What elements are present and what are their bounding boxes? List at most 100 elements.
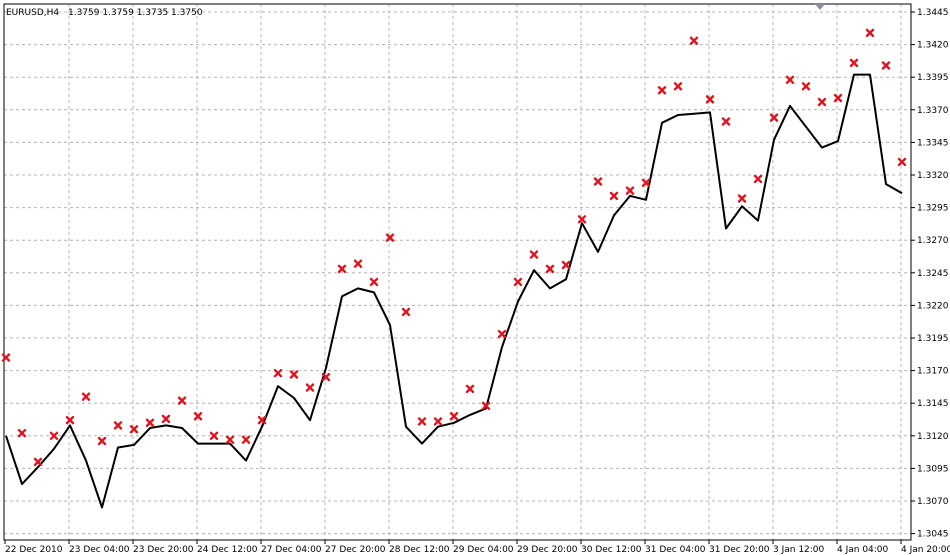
signal-marker[interactable] bbox=[177, 396, 187, 405]
signal-marker[interactable] bbox=[561, 260, 571, 270]
signal-marker[interactable] bbox=[33, 457, 43, 467]
signal-marker[interactable] bbox=[257, 415, 267, 425]
x-tick-label: 30 Dec 12:00 bbox=[581, 545, 642, 555]
chart-shift-marker[interactable] bbox=[815, 4, 825, 10]
signal-marker[interactable] bbox=[289, 370, 299, 379]
signal-marker[interactable] bbox=[353, 259, 363, 268]
x-tick-label: 29 Dec 20:00 bbox=[517, 545, 578, 555]
signal-marker[interactable] bbox=[433, 417, 443, 426]
y-tick-label: 1.3245 bbox=[917, 269, 949, 279]
signal-marker[interactable] bbox=[545, 264, 555, 274]
signal-marker[interactable] bbox=[49, 431, 59, 440]
signal-marker[interactable] bbox=[417, 417, 427, 426]
signal-marker[interactable] bbox=[753, 174, 763, 184]
signal-marker[interactable] bbox=[225, 435, 235, 444]
signal-marker[interactable] bbox=[273, 369, 283, 378]
x-tick-label: 27 Dec 20:00 bbox=[325, 545, 386, 555]
signal-marker[interactable] bbox=[833, 93, 843, 103]
signal-marker[interactable] bbox=[513, 277, 523, 287]
signal-marker[interactable] bbox=[769, 113, 779, 122]
y-tick-label: 1.3370 bbox=[917, 106, 949, 116]
y-tick-label: 1.3220 bbox=[917, 301, 949, 311]
signal-marker[interactable] bbox=[897, 157, 907, 167]
signal-marker[interactable] bbox=[849, 58, 859, 68]
x-tick-label: 24 Dec 12:00 bbox=[197, 545, 258, 555]
plot-frame bbox=[3, 3, 912, 541]
signal-marker[interactable] bbox=[145, 418, 155, 427]
y-tick-label: 1.3320 bbox=[917, 171, 949, 181]
signal-marker[interactable] bbox=[641, 178, 651, 188]
signal-marker[interactable] bbox=[577, 215, 587, 224]
x-tick-label: 3 Jan 12:00 bbox=[773, 545, 825, 555]
signal-marker[interactable] bbox=[305, 383, 315, 392]
price-line[interactable] bbox=[5, 73, 903, 509]
signal-marker[interactable] bbox=[609, 191, 619, 201]
x-tick-label: 27 Dec 04:00 bbox=[261, 545, 322, 555]
signal-marker[interactable] bbox=[337, 264, 347, 274]
plot-area[interactable] bbox=[1, 28, 907, 509]
signal-marker[interactable] bbox=[401, 307, 411, 317]
x-tick-label: 4 Jan 20:00 bbox=[901, 545, 950, 555]
y-tick-label: 1.3095 bbox=[917, 464, 949, 474]
x-tick-label: 23 Dec 04:00 bbox=[69, 545, 130, 555]
signal-marker[interactable] bbox=[369, 277, 379, 287]
signal-marker[interactable] bbox=[65, 415, 75, 425]
signal-marker[interactable] bbox=[817, 97, 827, 107]
signal-marker[interactable] bbox=[721, 117, 731, 126]
signal-marker[interactable] bbox=[17, 428, 27, 438]
y-tick-label: 1.3270 bbox=[917, 236, 949, 246]
y-tick-label: 1.3120 bbox=[917, 432, 949, 442]
signal-marker[interactable] bbox=[465, 384, 475, 394]
chart-grid bbox=[3, 3, 912, 541]
y-tick-label: 1.3195 bbox=[917, 334, 949, 344]
signal-marker[interactable] bbox=[385, 233, 395, 242]
x-tick-label: 22 Dec 2010 bbox=[5, 545, 63, 555]
signal-marker[interactable] bbox=[865, 28, 875, 38]
time-axis[interactable]: 22 Dec 2010 23 Dec 04:00 23 Dec 20:00 24 De… bbox=[4, 540, 950, 555]
signal-marker[interactable] bbox=[705, 95, 715, 104]
signal-marker[interactable] bbox=[689, 36, 699, 45]
signal-marker[interactable] bbox=[449, 412, 459, 421]
x-tick-label: 23 Dec 20:00 bbox=[133, 545, 194, 555]
signal-marker[interactable] bbox=[129, 425, 139, 434]
y-tick-label: 1.3345 bbox=[917, 138, 949, 148]
x-tick-label: 29 Dec 04:00 bbox=[453, 545, 514, 555]
signal-marker[interactable] bbox=[497, 329, 507, 339]
signal-marker[interactable] bbox=[193, 412, 203, 421]
y-tick-label: 1.3145 bbox=[917, 399, 949, 409]
signal-marker[interactable] bbox=[625, 186, 635, 195]
y-tick-label: 1.3395 bbox=[917, 73, 949, 83]
signal-marker[interactable] bbox=[593, 177, 603, 186]
x-tick-label: 28 Dec 12:00 bbox=[389, 545, 450, 555]
signal-marker[interactable] bbox=[321, 372, 331, 382]
y-tick-label: 1.3170 bbox=[917, 367, 949, 377]
signal-marker[interactable] bbox=[97, 436, 107, 446]
signal-marker[interactable] bbox=[241, 435, 251, 444]
y-tick-label: 1.3045 bbox=[917, 530, 949, 540]
signal-marker[interactable] bbox=[737, 194, 747, 203]
signal-marker[interactable] bbox=[657, 86, 667, 95]
signal-marker[interactable] bbox=[113, 421, 123, 430]
chart-symbol: EURUSD,H4 bbox=[6, 8, 59, 18]
chart-ohlc: 1.3759 1.3759 1.3735 1.3750 bbox=[68, 8, 203, 18]
signal-marker[interactable] bbox=[529, 250, 539, 259]
price-axis[interactable]: 1.3445 1.3420 1.3395 1.3370 1.3345 1.3320 1.32… bbox=[911, 8, 949, 540]
y-tick-label: 1.3420 bbox=[917, 41, 949, 51]
signal-marker[interactable] bbox=[1, 353, 11, 362]
signal-marker[interactable] bbox=[81, 392, 91, 401]
signal-marker[interactable] bbox=[161, 414, 171, 424]
y-tick-label: 1.3295 bbox=[917, 204, 949, 214]
x-tick-label: 4 Jan 04:00 bbox=[837, 545, 889, 555]
signal-marker[interactable] bbox=[881, 61, 891, 70]
signal-marker[interactable] bbox=[481, 401, 491, 411]
signal-marker[interactable] bbox=[209, 431, 219, 440]
x-tick-label: 31 Dec 20:00 bbox=[709, 545, 770, 555]
signal-marker[interactable] bbox=[785, 75, 795, 85]
y-tick-label: 1.3445 bbox=[917, 8, 949, 18]
signal-marker[interactable] bbox=[673, 82, 683, 91]
x-tick-label: 31 Dec 04:00 bbox=[645, 545, 706, 555]
signal-marker[interactable] bbox=[801, 82, 811, 91]
y-tick-label: 1.3070 bbox=[917, 497, 949, 507]
